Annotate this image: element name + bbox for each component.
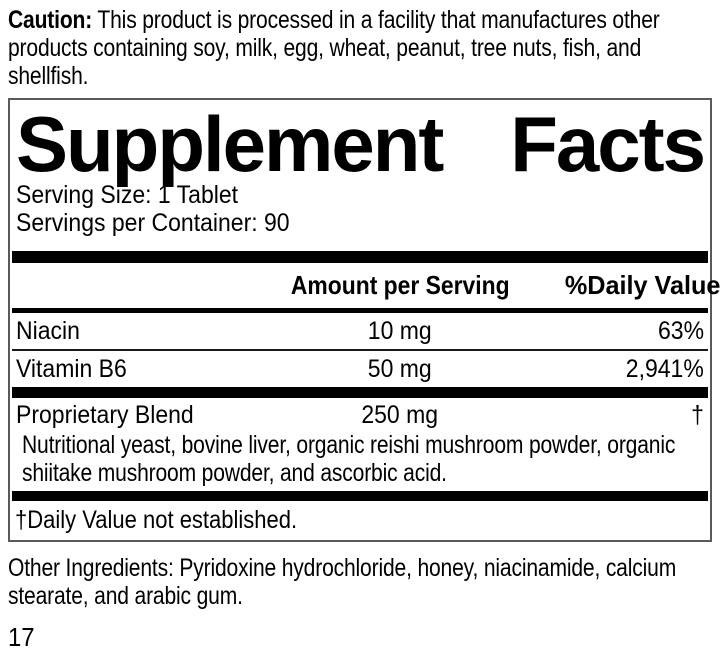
other-ingredients-paragraph: Other Ingredients: Pyridoxine hydrochlor… <box>8 554 712 610</box>
daily-value-footnote: †Daily Value not established. <box>15 505 298 534</box>
caution-label: Caution: <box>8 6 93 34</box>
row-divider <box>12 348 708 351</box>
column-header-daily-value: %Daily Value <box>564 269 720 300</box>
nutrient-row-niacin: Niacin 10 mg 63% <box>10 313 710 349</box>
serving-info: Serving Size: 1 Tablet Servings per Cont… <box>10 181 710 237</box>
supplement-facts-panel: Supplement Facts Serving Size: 1 Tablet … <box>8 98 720 542</box>
divider-bar-blend <box>12 386 708 398</box>
page-number: 17 <box>8 621 35 652</box>
proprietary-blend-row: Proprietary Blend 250 mg † <box>10 398 710 431</box>
nutrient-name: Niacin <box>16 316 80 345</box>
spacer <box>10 237 710 251</box>
divider-bar-under-headers <box>12 307 708 313</box>
divider-bar-bottom <box>12 490 708 501</box>
nutrient-amount: 50 mg <box>368 354 432 383</box>
nutrient-dv: 2,941% <box>625 354 704 383</box>
caution-text: Caution: This product is processed in a … <box>8 6 708 90</box>
caution-paragraph: Caution: This product is processed in a … <box>8 6 712 90</box>
other-ingredients-text: Other Ingredients: Pyridoxine hydrochlor… <box>8 553 677 610</box>
panel-title: Supplement Facts <box>10 100 710 188</box>
label-page: Caution: This product is processed in a … <box>0 6 720 655</box>
serving-size: Serving Size: 1 Tablet <box>16 180 239 209</box>
column-header-row: Amount per Serving %Daily Value <box>10 263 720 308</box>
nutrient-amount: 10 mg <box>368 316 432 345</box>
column-header-amount-cell: Amount per Serving <box>240 269 560 300</box>
nutrient-row-vitamin-b6: Vitamin B6 50 mg 2,941% <box>10 351 710 387</box>
panel-title-word-facts: Facts <box>510 100 706 188</box>
nutrient-dv: 63% <box>657 316 704 345</box>
blend-dv-dagger: † <box>691 400 704 429</box>
column-header-daily-value-cell: %Daily Value <box>560 269 720 300</box>
column-header-amount: Amount per Serving <box>290 269 510 300</box>
blend-name: Proprietary Blend <box>16 400 194 429</box>
caution-body: This product is processed in a facility … <box>8 6 660 90</box>
blend-description: Nutritional yeast, bovine liver, organic… <box>22 430 676 487</box>
servings-per-container: Servings per Container: 90 <box>16 208 290 237</box>
panel-title-word-supplement: Supplement <box>16 100 444 188</box>
blend-amount: 250 mg <box>361 400 439 429</box>
divider-bar-top <box>12 250 708 263</box>
blend-description-block: Nutritional yeast, bovine liver, organic… <box>22 431 710 487</box>
nutrient-name: Vitamin B6 <box>16 354 127 383</box>
